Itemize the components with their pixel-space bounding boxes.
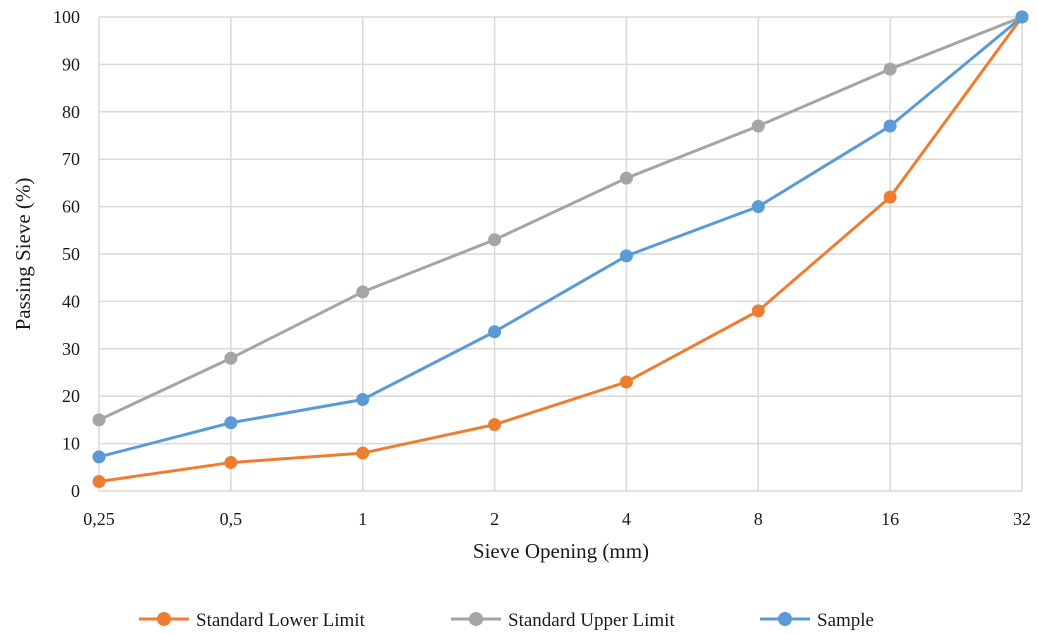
series-layer <box>92 10 1029 489</box>
y-tick-label: 70 <box>62 149 80 169</box>
legend-label: Standard Lower Limit <box>196 610 366 631</box>
data-point <box>356 285 370 299</box>
x-axis-ticks: 0,25 0,5 1 2 4 8 16 32 <box>83 509 1031 529</box>
y-tick-label: 0 <box>71 481 80 501</box>
data-point <box>619 249 633 263</box>
legend: Standard Lower Limit Standard Upper Limit… <box>139 610 874 631</box>
y-tick-label: 50 <box>62 244 80 264</box>
legend-item-1: Standard Upper Limit <box>451 610 675 631</box>
y-tick-label: 20 <box>62 386 80 406</box>
data-point <box>92 413 106 427</box>
series-line <box>98 15 1023 459</box>
series-2 <box>92 10 1029 464</box>
data-point <box>619 375 633 389</box>
y-tick-label: 10 <box>62 434 80 454</box>
y-tick-label: 40 <box>62 291 80 311</box>
legend-label: Sample <box>817 610 874 631</box>
legend-item-2: Sample <box>760 610 874 631</box>
x-tick-label: 2 <box>490 509 499 529</box>
data-point <box>488 325 502 339</box>
series-line <box>98 16 1024 484</box>
y-axis-ticks: 0 10 20 30 40 50 60 70 80 90 100 <box>53 7 80 501</box>
data-point <box>883 119 897 133</box>
y-axis-title: Passing Sieve (%) <box>11 178 35 331</box>
x-tick-label: 32 <box>1013 509 1031 529</box>
x-axis-title: Sieve Opening (mm) <box>473 539 649 563</box>
data-point <box>356 393 370 407</box>
data-point <box>224 416 238 430</box>
x-tick-label: 0,5 <box>220 509 243 529</box>
data-point <box>751 200 765 214</box>
legend-marker <box>469 612 483 626</box>
legend-marker <box>157 612 171 626</box>
legend-marker <box>778 612 792 626</box>
y-tick-label: 80 <box>62 102 80 122</box>
series-line <box>98 15 1023 422</box>
chart-grid <box>98 16 1023 492</box>
series-1 <box>92 10 1029 427</box>
data-point <box>883 190 897 204</box>
x-tick-label: 4 <box>622 509 631 529</box>
y-tick-label: 60 <box>62 197 80 217</box>
data-point <box>92 475 106 489</box>
data-point <box>1015 10 1029 24</box>
data-point <box>224 351 238 365</box>
data-point <box>488 418 502 432</box>
data-point <box>751 304 765 318</box>
data-point <box>751 119 765 133</box>
y-tick-label: 100 <box>53 7 80 27</box>
series-0 <box>92 10 1029 489</box>
data-point <box>883 62 897 76</box>
x-tick-label: 0,25 <box>83 509 115 529</box>
data-point <box>92 450 106 464</box>
x-tick-label: 16 <box>881 509 899 529</box>
legend-item-0: Standard Lower Limit <box>139 610 366 631</box>
data-point <box>356 446 370 460</box>
x-tick-label: 1 <box>358 509 367 529</box>
data-point <box>619 171 633 185</box>
y-tick-label: 30 <box>62 339 80 359</box>
legend-label: Standard Upper Limit <box>508 610 675 631</box>
x-tick-label: 8 <box>754 509 763 529</box>
data-point <box>488 233 502 247</box>
y-tick-label: 90 <box>62 54 80 74</box>
data-point <box>224 456 238 470</box>
